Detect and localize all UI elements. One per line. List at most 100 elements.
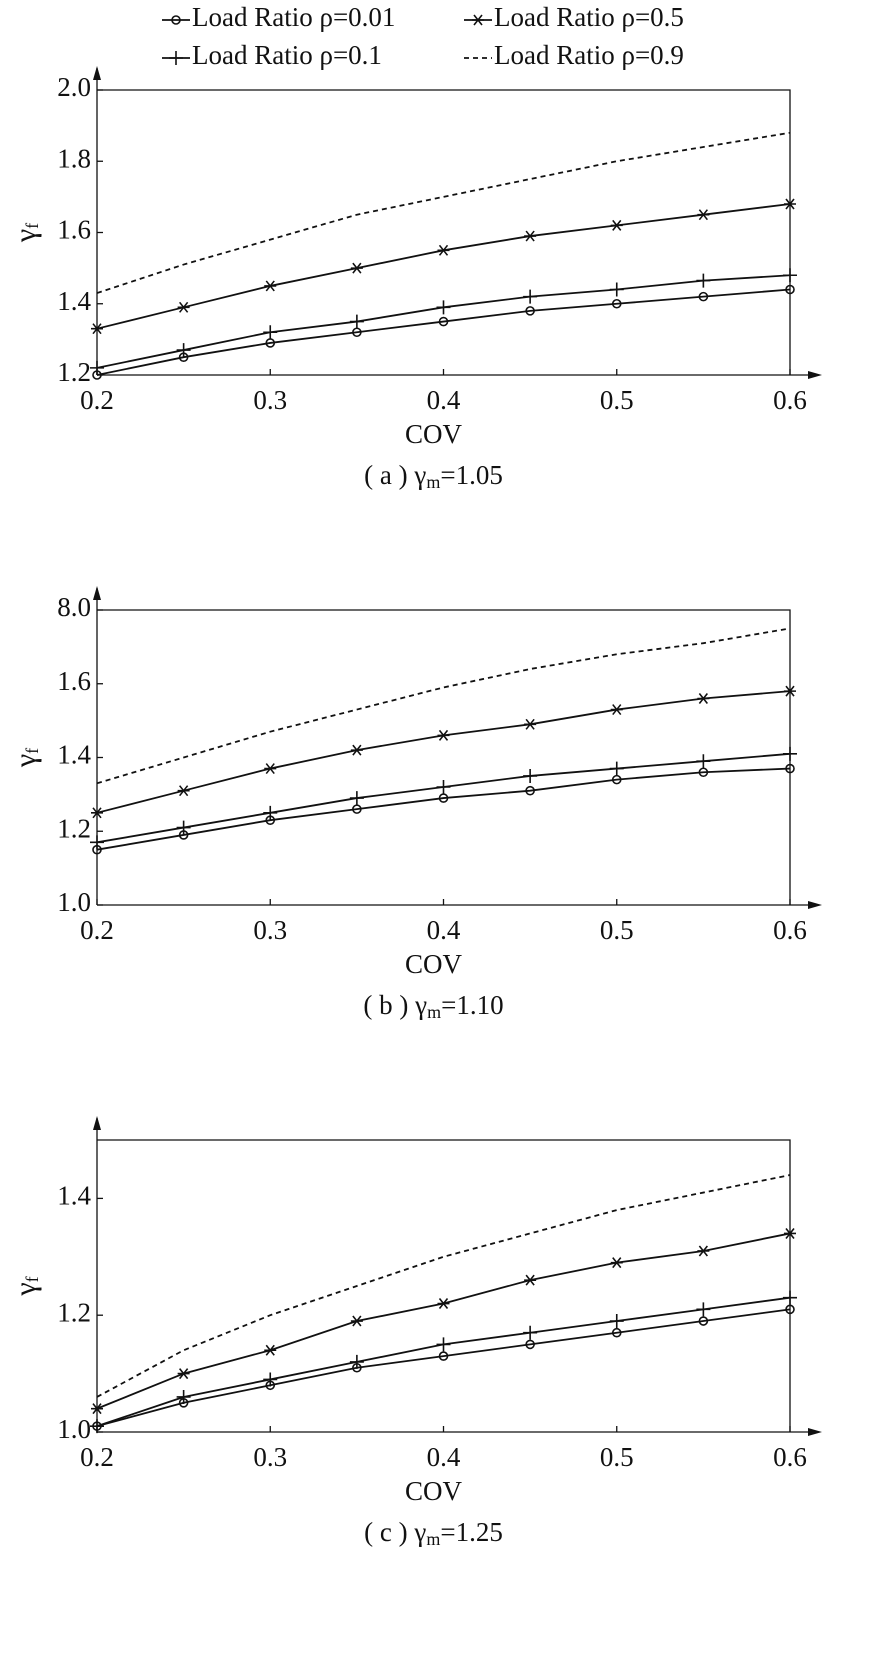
caption-after: =1.25: [440, 1517, 502, 1547]
x-tick-label: 0.3: [253, 385, 287, 415]
y-axis-label: γf: [9, 1276, 42, 1296]
y-tick-label: 1.4: [57, 740, 91, 770]
caption-sub: m: [427, 1002, 441, 1022]
marker: [91, 807, 103, 819]
y-axis-arrow: [93, 1116, 101, 1130]
marker: [784, 198, 796, 210]
y-axis-label: γf: [9, 223, 42, 243]
caption-sub: m: [426, 1529, 440, 1549]
caption-sub: m: [426, 472, 440, 492]
marker: [176, 1389, 191, 1404]
marker: [437, 729, 450, 741]
x-tick-label: 0.5: [600, 1442, 634, 1472]
marker: [91, 1403, 103, 1415]
y-tick-label: 8.0: [57, 592, 91, 622]
marker: [264, 280, 277, 292]
marker: [263, 1372, 278, 1387]
marker: [784, 1227, 796, 1239]
y-axis-label-symbol: γ: [9, 754, 42, 768]
x-tick-label: 0.4: [427, 915, 461, 945]
marker: [90, 1419, 104, 1434]
marker: [785, 1304, 795, 1315]
marker: [697, 1245, 710, 1257]
marker: [525, 1339, 535, 1350]
x-tick-label: 0.5: [600, 915, 634, 945]
marker: [264, 1344, 277, 1356]
marker: [524, 1274, 537, 1286]
y-axis-label-symbol: γ: [9, 229, 42, 243]
marker: [698, 767, 709, 778]
y-tick-label: 1.2: [57, 357, 91, 387]
marker: [263, 805, 278, 820]
marker: [91, 323, 103, 335]
legend-marker: [171, 15, 181, 25]
marker: [436, 1337, 451, 1352]
x-tick-label: 0.3: [253, 915, 287, 945]
y-tick-label: 1.2: [57, 1297, 91, 1327]
marker: [350, 262, 363, 274]
caption-text: ( c ) γ: [364, 1517, 426, 1547]
marker: [524, 230, 537, 242]
y-axis-label-symbol: γ: [9, 1282, 42, 1296]
caption-after: =1.05: [440, 460, 502, 490]
marker: [525, 306, 535, 316]
series-line: [96, 1174, 791, 1398]
marker: [610, 219, 623, 231]
marker: [436, 300, 451, 315]
marker: [438, 316, 449, 327]
marker: [609, 282, 624, 297]
caption: ( a ) γm=1.05: [364, 460, 503, 492]
caption: ( b ) γm=1.10: [363, 990, 503, 1022]
marker: [90, 360, 104, 375]
y-axis-arrow: [93, 66, 101, 80]
marker: [610, 704, 623, 716]
marker: [696, 754, 711, 769]
x-tick-label: 0.2: [80, 915, 114, 945]
marker: [523, 289, 538, 304]
marker: [611, 774, 622, 785]
y-tick-label: 1.6: [57, 215, 91, 245]
series-line: [96, 1308, 791, 1428]
marker: [176, 343, 191, 358]
marker: [177, 1368, 190, 1380]
marker: [90, 835, 104, 850]
y-axis-label-sub: f: [22, 1276, 42, 1282]
marker: [783, 268, 797, 283]
marker: [698, 1316, 709, 1326]
x-tick-label: 0.3: [253, 1442, 287, 1472]
marker: [697, 693, 710, 704]
series-line: [96, 131, 791, 294]
y-tick-label: 1.6: [57, 666, 91, 696]
x-tick-label: 0.2: [80, 1442, 114, 1472]
legend-label: Load Ratio ρ=0.5: [494, 2, 684, 32]
marker: [350, 1315, 363, 1327]
legend-label: Load Ratio ρ=0.9: [494, 40, 684, 70]
marker: [610, 1257, 623, 1269]
marker: [352, 804, 362, 814]
x-axis-label: COV: [405, 1476, 463, 1506]
x-tick-label: 0.6: [773, 1442, 807, 1472]
y-axis-arrow: [93, 586, 101, 600]
y-tick-label: 1.2: [57, 813, 91, 843]
x-axis-label: COV: [405, 949, 463, 979]
y-tick-label: 1.4: [57, 1181, 91, 1211]
series-line: [96, 1296, 791, 1428]
marker: [438, 1351, 449, 1361]
marker: [264, 763, 277, 775]
marker: [263, 325, 278, 340]
x-tick-label: 0.2: [80, 385, 114, 415]
marker: [349, 791, 364, 806]
x-tick-label: 0.6: [773, 385, 807, 415]
y-axis-label-sub: f: [22, 748, 42, 754]
marker: [785, 284, 795, 295]
marker: [349, 314, 364, 329]
y-axis-label: γf: [9, 748, 42, 768]
y-tick-label: 1.4: [57, 286, 91, 316]
marker: [437, 1298, 450, 1310]
marker: [696, 1302, 711, 1317]
axis-frame: [97, 89, 791, 375]
y-tick-label: 1.8: [57, 143, 91, 173]
x-axis-arrow: [808, 1428, 822, 1436]
y-tick-label: 1.0: [57, 1414, 91, 1444]
